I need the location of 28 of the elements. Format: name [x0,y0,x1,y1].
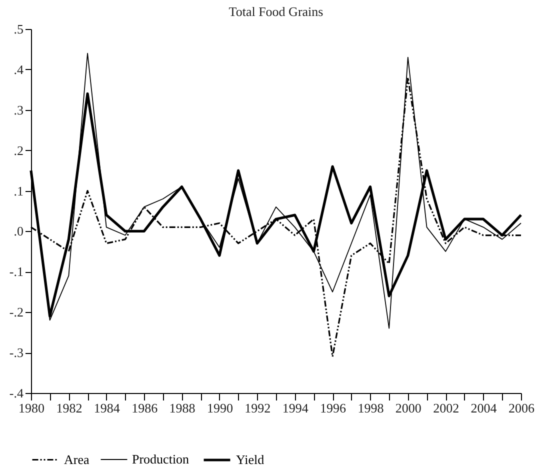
y-tick-label: -.3 [9,345,24,360]
legend-label: Yield [236,452,265,467]
x-tick-label: 1990 [206,400,233,416]
x-tick-label: 1988 [169,400,196,416]
x-tick-label: 2002 [433,400,460,416]
x-tick-label: 1992 [244,400,271,416]
y-tick-label: .1 [14,183,24,198]
x-tick-label: 2000 [395,400,422,416]
chart-title: Total Food Grains [228,4,324,19]
x-tick-label: 1986 [132,400,158,416]
legend-label: Area [64,452,90,467]
y-tick-label: -.2 [9,304,24,320]
y-tick-label: .0 [14,224,24,239]
y-tick-label: .2 [14,142,24,158]
y-tick-label: -.1 [9,264,24,280]
x-tick-label: 1994 [282,400,309,416]
x-tick-label: 1998 [358,400,384,416]
x-tick-label: 2004 [470,400,498,416]
y-tick-label: -.4 [9,386,24,400]
y-tick-label: .5 [14,22,24,36]
x-tick-label: 1980 [18,400,44,416]
y-tick-label: .3 [14,102,24,118]
x-tick-label: 1996 [320,400,347,416]
x-tick-label: 1984 [94,400,120,416]
x-tick-label: 2006 [508,400,535,416]
legend-label: Production [132,452,190,466]
y-tick-label: .4 [14,62,24,77]
x-tick-label: 1982 [56,400,82,416]
